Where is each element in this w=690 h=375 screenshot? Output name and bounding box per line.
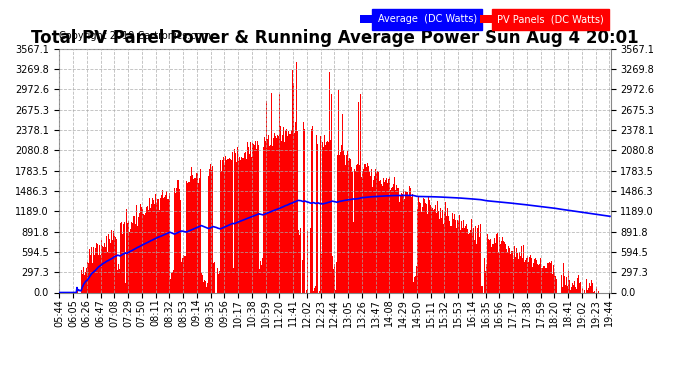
Text: Copyright 2019 Cartronics.com: Copyright 2019 Cartronics.com [59,32,210,41]
Title: Total PV Panel Power & Running Average Power Sun Aug 4 20:01: Total PV Panel Power & Running Average P… [31,29,638,47]
Legend: Average  (DC Watts), PV Panels  (DC Watts): Average (DC Watts), PV Panels (DC Watts) [358,12,606,26]
